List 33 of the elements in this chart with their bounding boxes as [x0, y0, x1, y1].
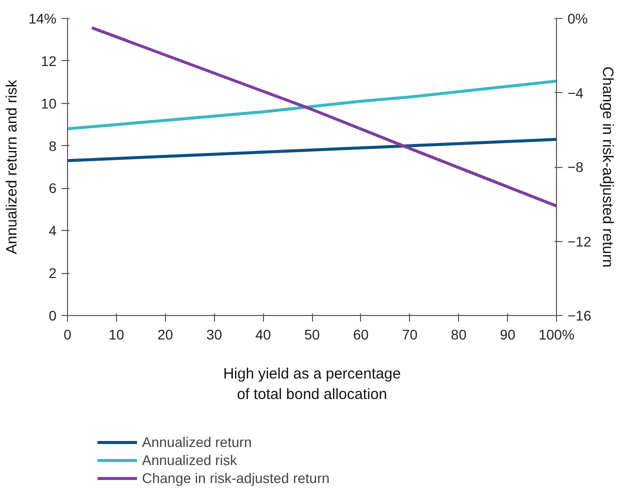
y-tick-label: 8: [48, 138, 57, 154]
x-tick-label: 20: [158, 326, 174, 342]
y-tick-label: 2: [48, 265, 57, 282]
line-series: [68, 80, 556, 130]
y-tick-label: 10: [40, 95, 57, 112]
line-series: [68, 138, 556, 162]
x-tick-label: 40: [255, 326, 272, 342]
y2-tick-label: −16: [568, 308, 592, 324]
y2-tick-label: −4: [568, 84, 584, 101]
x-tick-label: 10: [108, 326, 124, 342]
legend-label: Annualized risk: [142, 452, 237, 468]
x-tick-label: 70: [402, 326, 418, 342]
y-tick-label: 12: [40, 52, 57, 69]
x-tick-label: 90: [500, 326, 516, 342]
y2-tick-label: −12: [568, 233, 592, 250]
legend-label: Annualized return: [142, 434, 252, 450]
y2-tick-label: −8: [568, 159, 584, 175]
line-series: [90, 26, 556, 208]
x-tick-label: 80: [450, 326, 467, 342]
y2-tick-label: 0%: [568, 10, 588, 26]
x-tick-label: 50: [304, 326, 320, 342]
x-tick-label: 60: [353, 326, 369, 342]
x-tick-label: 30: [206, 326, 222, 342]
x-axis-title: High yield as a percentage of total bond allocation: [223, 366, 401, 403]
x-tick-label: 100%: [538, 326, 574, 342]
y-tick-label: 4: [48, 222, 57, 239]
y2-axis-title: Change in risk-adjusted return: [599, 66, 616, 268]
y-tick-label: 6: [48, 180, 57, 196]
y-tick-label: 0: [48, 308, 57, 324]
x-tick-label: 0: [64, 326, 72, 342]
y-axis-title: Annualized return and risk: [3, 79, 20, 254]
legend-label: Change in risk-adjusted return: [142, 470, 330, 486]
y-tick-label: 14%: [28, 10, 57, 26]
